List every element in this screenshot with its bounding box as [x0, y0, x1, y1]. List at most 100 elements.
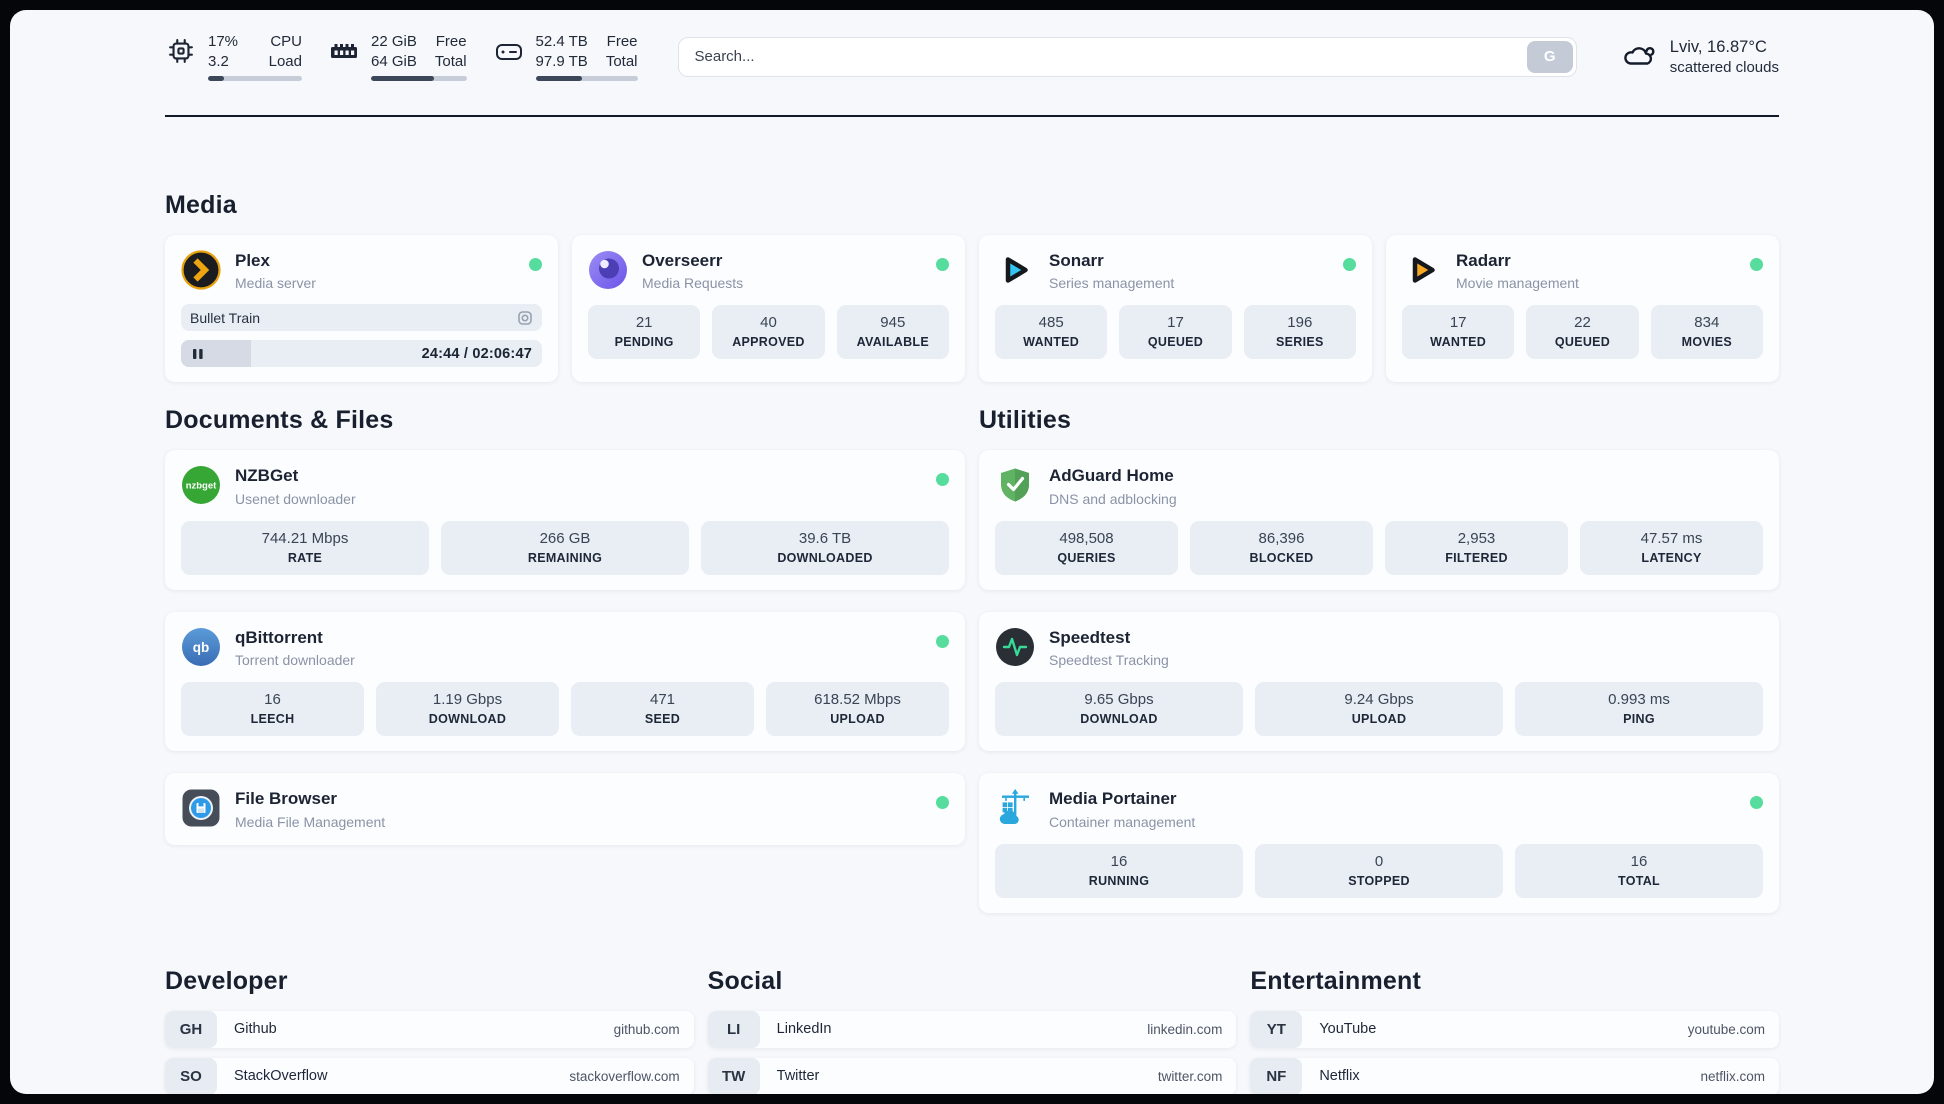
link-badge: SO: [165, 1057, 217, 1094]
adguard-card: AdGuard Home DNS and adblocking 498,508 …: [979, 450, 1779, 590]
radarr-card: Radarr Movie management 17 WANTED 22 QUE…: [1386, 235, 1779, 383]
link-url: github.com: [613, 1021, 680, 1037]
app-name: NZBGet: [235, 466, 299, 486]
cpu-usage-value: 17%: [208, 33, 239, 50]
adguard-app-link[interactable]: AdGuard Home DNS and adblocking: [995, 465, 1763, 507]
stat-tile-movies: 834 MOVIES: [1650, 305, 1763, 360]
disk-total-label: Total: [605, 52, 638, 70]
online-status-dot: [936, 473, 949, 487]
link-name: YouTube: [1319, 1021, 1377, 1038]
developer-section-title: Developer: [165, 966, 288, 995]
filebrowser-icon: [181, 788, 221, 828]
link-badge: YT: [1250, 1010, 1303, 1048]
portainer-icon: [995, 788, 1035, 828]
nzbget-app-link[interactable]: nzbget NZBGet Usenet downloader: [181, 465, 949, 507]
sonarr-card: Sonarr Series management 485 WANTED 17 Q…: [979, 235, 1372, 383]
link-twitter[interactable]: TW Twitter twitter.com: [707, 1057, 1237, 1094]
radarr-app-link[interactable]: Radarr Movie management: [1402, 250, 1763, 291]
system-stats: 17% 3.2 CPU Load: [165, 32, 638, 81]
link-netflix[interactable]: NF Netflix netflix.com: [1250, 1057, 1779, 1094]
app-name: File Browser: [235, 789, 338, 809]
filebrowser-card: File Browser Media File Management: [165, 773, 965, 845]
cpu-icon: [165, 35, 197, 67]
svg-text:nzbget: nzbget: [186, 481, 217, 492]
plex-app-link[interactable]: Plex Media server: [181, 250, 542, 291]
link-stackoverflow[interactable]: SO StackOverflow stackoverflow.com: [165, 1057, 694, 1094]
online-status-dot: [1343, 258, 1356, 271]
app-name: Radarr: [1456, 251, 1511, 270]
session-details-icon[interactable]: [517, 310, 533, 326]
entertainment-section-title: Entertainment: [1250, 966, 1422, 995]
filebrowser-app-link[interactable]: File Browser Media File Management: [181, 788, 949, 830]
documents-section-title: Documents & Files: [165, 406, 394, 435]
radarr-icon: [1402, 250, 1442, 290]
stat-tile-leech: 16 LEECH: [181, 682, 364, 737]
ram-total-label: Total: [434, 52, 467, 70]
app-subtitle: Speedtest Tracking: [1049, 652, 1169, 669]
cpu-load-value: 3.2: [208, 52, 229, 70]
weather-condition: scattered clouds: [1669, 58, 1779, 76]
link-name: StackOverflow: [234, 1068, 328, 1085]
ram-free-value: 22 GiB: [371, 33, 417, 50]
app-subtitle: Media File Management: [235, 813, 386, 830]
speedtest-icon: [995, 627, 1035, 667]
stat-tile-available: 945 AVAILABLE: [836, 305, 949, 360]
search-bar: G: [677, 36, 1577, 77]
qbittorrent-app-link[interactable]: qb qBittorrent Torrent downloader: [181, 627, 949, 668]
app-name: Media Portainer: [1049, 789, 1177, 809]
sonarr-app-link[interactable]: Sonarr Series management: [995, 250, 1356, 291]
ram-free-label: Free: [435, 33, 467, 50]
link-url: twitter.com: [1157, 1068, 1223, 1084]
overseerr-app-link[interactable]: Overseerr Media Requests: [588, 250, 949, 291]
speedtest-app-link[interactable]: Speedtest Speedtest Tracking: [995, 627, 1763, 668]
online-status-dot: [529, 258, 542, 271]
section-documents: Documents & Files nzbget NZBGet U: [165, 406, 965, 845]
stat-tile-upload: 9.24 Gbps UPLOAD: [1255, 682, 1503, 737]
link-youtube[interactable]: YT YouTube youtube.com: [1250, 1010, 1779, 1048]
search-input[interactable]: [677, 36, 1577, 77]
app-name: Sonarr: [1049, 251, 1104, 270]
stat-tile-running: 16 RUNNING: [995, 843, 1243, 898]
link-name: Twitter: [776, 1068, 820, 1085]
plex-icon: [181, 250, 221, 290]
disk-progress-bar: [535, 76, 638, 81]
stat-tile-latency: 47.57 ms LATENCY: [1580, 520, 1763, 575]
disk-stat: 52.4 TB 97.9 TB Free Total: [493, 32, 638, 81]
nzbget-icon: nzbget: [181, 465, 221, 505]
plex-card: Plex Media server Bullet Train: [165, 235, 558, 383]
section-media: Media Plex Media server: [165, 191, 1779, 383]
search-engine-button[interactable]: G: [1526, 40, 1573, 73]
disk-total-value: 97.9 TB: [535, 52, 588, 70]
stat-tile-downloaded: 39.6 TB DOWNLOADED: [701, 520, 949, 575]
utilities-section-title: Utilities: [979, 406, 1072, 435]
app-subtitle: Usenet downloader: [235, 490, 356, 507]
stat-tile-total: 16 TOTAL: [1515, 843, 1763, 898]
adguard-icon: [995, 465, 1035, 505]
link-github[interactable]: GH Github github.com: [165, 1010, 694, 1048]
weather-widget: Lviv, 16.87°C scattered clouds: [1621, 36, 1779, 78]
cpu-stat: 17% 3.2 CPU Load: [165, 32, 302, 81]
stat-tile-approved: 40 APPROVED: [712, 305, 825, 360]
link-linkedin[interactable]: LI LinkedIn linkedin.com: [707, 1010, 1237, 1048]
link-badge: GH: [165, 1010, 217, 1048]
stat-tile-blocked: 86,396 BLOCKED: [1190, 520, 1373, 575]
cpu-usage-label: CPU: [270, 33, 302, 50]
portainer-app-link[interactable]: Media Portainer Container management: [995, 788, 1763, 830]
section-entertainment: Entertainment YT YouTube youtube.com NF …: [1250, 967, 1779, 1094]
dashboard-page: 17% 3.2 CPU Load: [10, 10, 1934, 1094]
online-status-dot: [1750, 796, 1763, 810]
app-name: Speedtest: [1049, 627, 1131, 647]
app-name: Overseerr: [642, 251, 723, 270]
ram-progress-bar: [371, 76, 467, 81]
playback-time: 24:44 / 02:06:47: [421, 345, 532, 362]
stat-tile-wanted: 17 WANTED: [1402, 305, 1515, 360]
stat-tile-series: 196 SERIES: [1243, 305, 1356, 360]
link-name: Github: [234, 1021, 277, 1038]
online-status-dot: [1750, 258, 1763, 271]
sonarr-icon: [995, 250, 1035, 290]
pause-icon[interactable]: [191, 347, 205, 361]
stat-tile-download: 1.19 Gbps DOWNLOAD: [376, 682, 559, 737]
svg-text:qb: qb: [193, 640, 210, 655]
app-subtitle: Movie management: [1456, 275, 1579, 292]
stat-tile-seed: 471 SEED: [571, 682, 754, 737]
